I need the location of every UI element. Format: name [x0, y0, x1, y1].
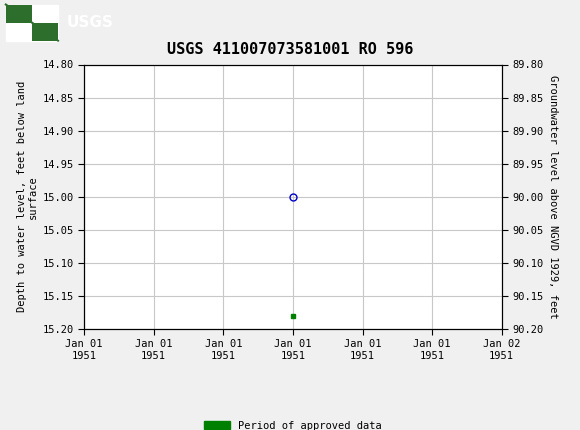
- Text: USGS 411007073581001 RO 596: USGS 411007073581001 RO 596: [167, 42, 413, 57]
- Bar: [6, 4, 58, 41]
- Y-axis label: Groundwater level above NGVD 1929, feet: Groundwater level above NGVD 1929, feet: [548, 75, 557, 319]
- Text: USGS: USGS: [67, 15, 114, 30]
- Bar: [6, 4, 32, 22]
- Legend: Period of approved data: Period of approved data: [200, 417, 386, 430]
- Bar: [32, 22, 58, 41]
- Y-axis label: Depth to water level, feet below land
surface: Depth to water level, feet below land su…: [17, 81, 38, 312]
